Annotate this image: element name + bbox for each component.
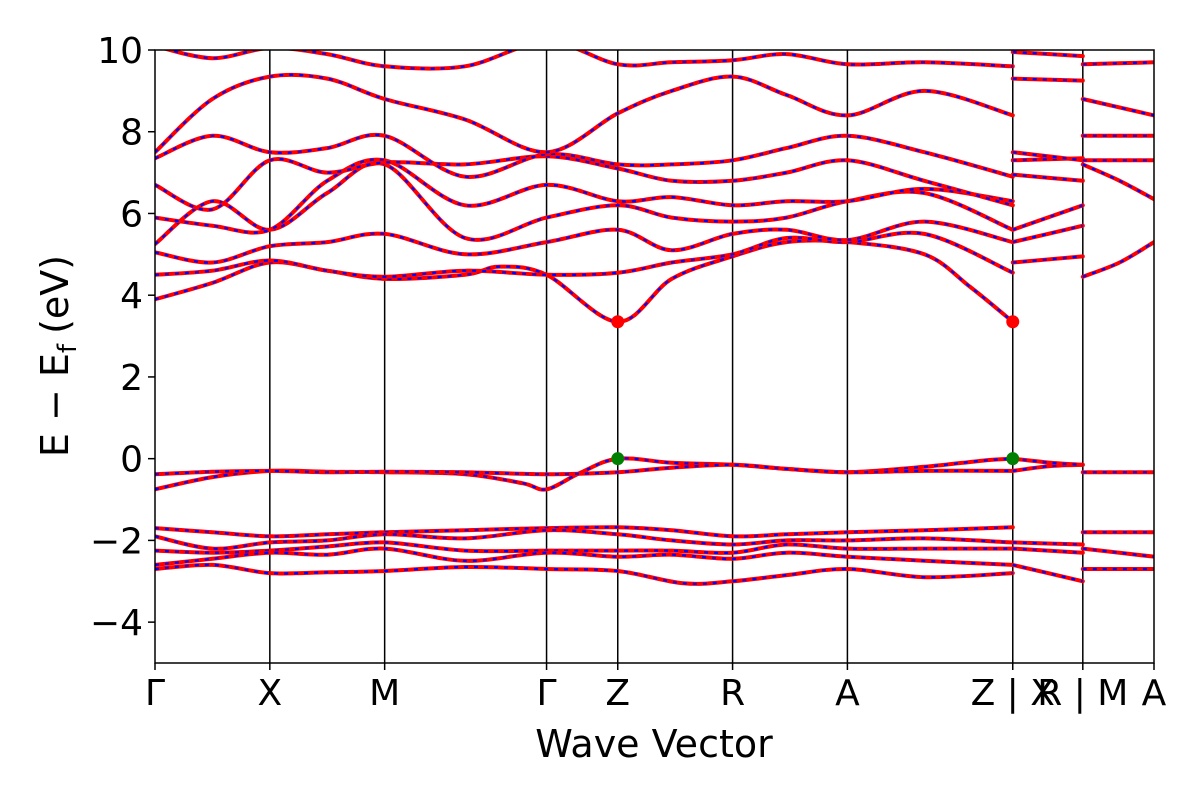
cbm-marker-0 (611, 315, 625, 329)
band-3-spin-down (155, 529, 1013, 550)
x-tick-label-7: Z | X (971, 673, 1055, 714)
band-2-spin-down (155, 526, 1013, 538)
band-37-spin-up (1080, 97, 1154, 118)
svg-text:E − Ef(eV): E − Ef (eV) (33, 255, 83, 457)
x-tick-label-5: R (720, 673, 745, 714)
band-31-spin-up (1080, 546, 1154, 559)
x-tick-label-3: Γ (537, 673, 557, 714)
y-axis-title-main: E − E (33, 353, 77, 457)
x-axis: Γ X M Γ Z R A Z | XR | M A (145, 663, 1167, 714)
band-20-spin-down (1012, 457, 1083, 466)
band-21-spin-up (1010, 254, 1085, 265)
band-16-spin-up (1010, 540, 1085, 547)
band-6-spin-down (155, 563, 1013, 585)
band-12-spin-down (155, 155, 1014, 211)
x-tick-label-0: Γ (145, 673, 165, 714)
vbm-marker-2 (611, 452, 625, 466)
y-tick-label-4: 2 (120, 358, 143, 399)
x-tick-label-2: M (369, 673, 400, 714)
y-axis-title: E − Ef (eV) (33, 255, 83, 457)
band-9-spin-down (155, 220, 1014, 264)
vbm-marker-3 (1006, 452, 1020, 466)
band-1-spin-down (155, 463, 1013, 476)
x-tick-label-6: A (835, 673, 860, 714)
x-axis-title: Wave Vector (535, 722, 773, 766)
band-edge-markers (611, 315, 1020, 466)
y-tick-label-0: 10 (97, 31, 143, 72)
band-13-spin-down (155, 133, 1014, 178)
y-tick-label-2: 6 (120, 194, 143, 235)
y-tick-label-5: 0 (120, 440, 143, 481)
x-tick-label-1: X (257, 673, 282, 714)
y-axis-title-subscript: f (53, 343, 83, 353)
band-33-spin-down (1082, 241, 1154, 278)
band-4-spin-up (155, 540, 1015, 555)
x-tick-label-9: A (1142, 673, 1167, 714)
band-14-spin-down (155, 73, 1014, 154)
band-11-spin-up (155, 157, 1015, 235)
band-18-spin-up (1010, 562, 1085, 584)
x-tick-label-4: Z (605, 673, 630, 714)
band-17-spin-up (1010, 546, 1085, 555)
y-tick-label-6: −2 (90, 521, 143, 562)
band-28-spin-up (1010, 50, 1085, 59)
cbm-marker-1 (1006, 315, 1020, 329)
band-23-spin-up (1010, 203, 1085, 232)
y-axis: 10 8 6 4 2 0 −2 −4 (90, 31, 155, 644)
band-8-spin-down (155, 231, 1014, 278)
y-tick-label-3: 4 (120, 276, 143, 317)
y-tick-label-1: 8 (120, 113, 143, 154)
band-lines (155, 50, 1154, 586)
x-tick-label-8: R | M (1037, 673, 1128, 714)
band-24-spin-up (1010, 172, 1085, 183)
band-5-spin-up (155, 546, 1015, 567)
y-tick-label-7: −4 (90, 603, 143, 644)
plot-frame (154, 49, 1155, 664)
band-34-spin-down (1082, 163, 1154, 201)
band-26-spin-up (1010, 150, 1085, 163)
band-15-spin-up (162, 50, 1015, 71)
y-axis-title-unit: (eV) (33, 255, 77, 334)
band-22-spin-up (1010, 223, 1085, 245)
band-38-spin-up (1080, 60, 1154, 67)
band-27-spin-up (1010, 76, 1085, 83)
